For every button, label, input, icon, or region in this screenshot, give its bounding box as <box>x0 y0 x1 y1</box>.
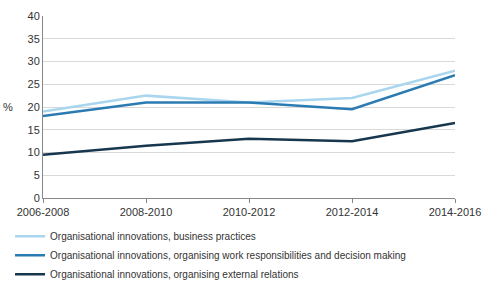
svg-text:2008-2010: 2008-2010 <box>120 206 173 218</box>
svg-text:10: 10 <box>28 146 40 158</box>
svg-text:20: 20 <box>28 101 40 113</box>
svg-text:2014-2016: 2014-2016 <box>429 206 482 218</box>
svg-text:35: 35 <box>28 33 40 45</box>
svg-text:Organisational innovations, or: Organisational innovations, organising w… <box>50 250 406 261</box>
svg-text:Organisational innovations, bu: Organisational innovations, business pra… <box>50 231 256 242</box>
svg-text:30: 30 <box>28 55 40 67</box>
svg-text:40: 40 <box>28 10 40 22</box>
svg-text:2006-2008: 2006-2008 <box>17 206 70 218</box>
svg-text:2010-2012: 2010-2012 <box>223 206 276 218</box>
svg-text:Organisational innovations, or: Organisational innovations, organising e… <box>50 269 298 280</box>
svg-text:2012-2014: 2012-2014 <box>326 206 379 218</box>
svg-text:15: 15 <box>28 124 40 136</box>
svg-text:0: 0 <box>34 192 40 204</box>
svg-text:%: % <box>3 101 13 113</box>
svg-text:5: 5 <box>34 169 40 181</box>
svg-text:25: 25 <box>28 78 40 90</box>
